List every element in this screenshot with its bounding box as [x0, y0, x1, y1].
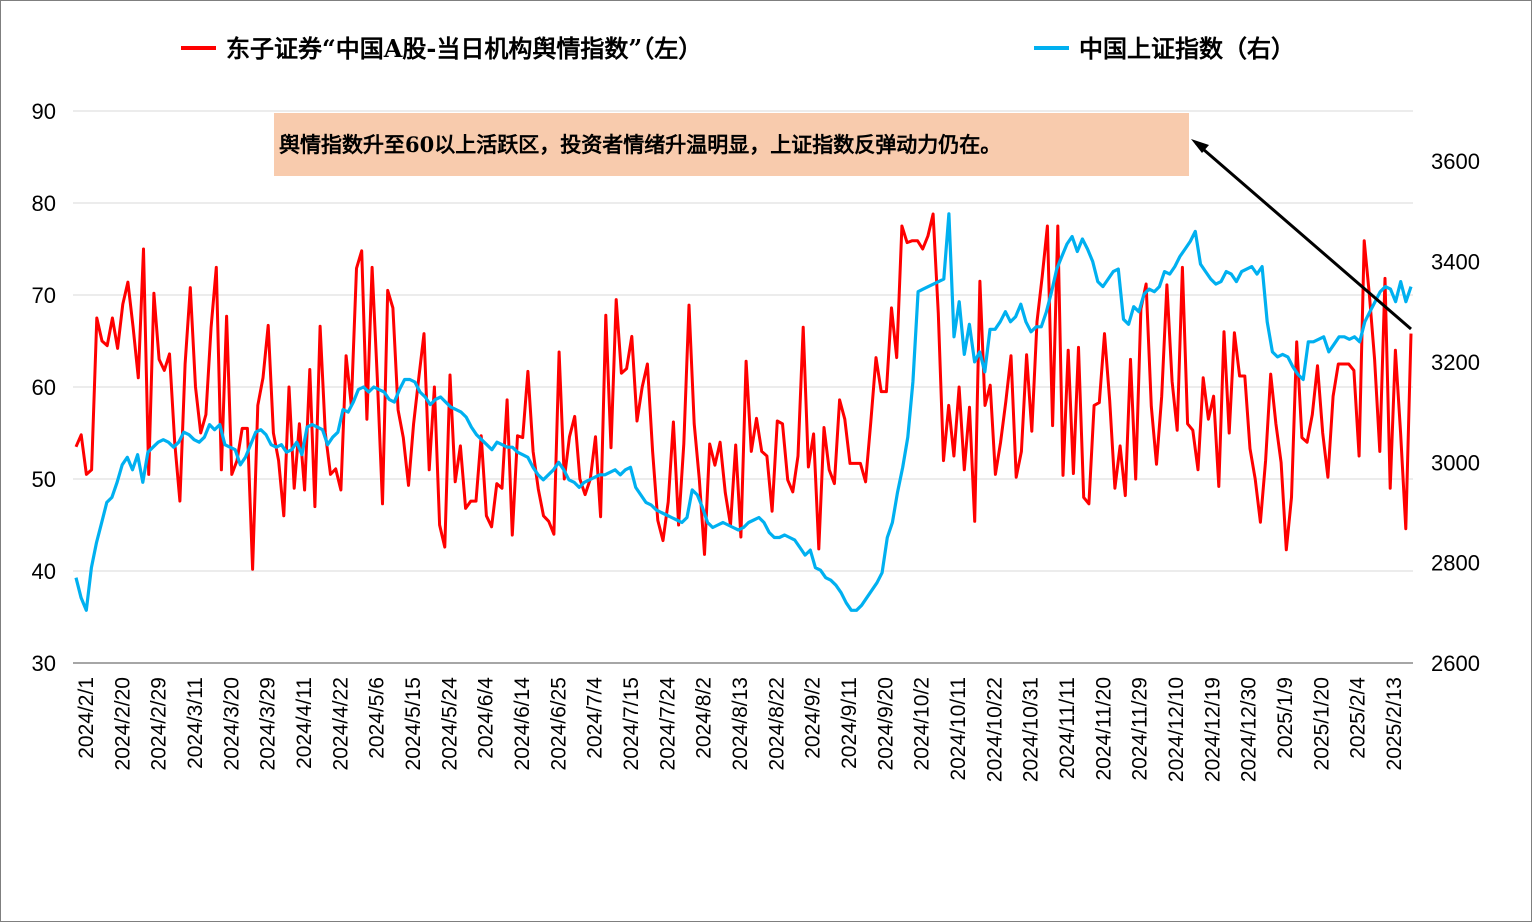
x-tick-label: 2024/6/4	[475, 677, 498, 759]
x-tick-label: 2024/10/2	[911, 677, 934, 770]
right-y-tick-label: 3400	[1431, 250, 1480, 275]
x-tick-label: 2024/5/15	[402, 677, 425, 770]
gridlines	[73, 110, 1413, 664]
x-tick-label: 2024/10/31	[1020, 677, 1043, 782]
x-tick-label: 2024/7/24	[656, 677, 679, 771]
x-tick-label: 2024/3/11	[184, 677, 207, 769]
right-y-tick-label: 2600	[1431, 651, 1480, 676]
x-tick-label: 2024/2/29	[148, 677, 171, 770]
x-tick-label: 2024/8/2	[693, 677, 716, 759]
x-tick-label: 2024/11/20	[1092, 677, 1115, 781]
x-tick-label: 2024/5/24	[438, 677, 461, 771]
left-y-tick-label: 70	[32, 283, 56, 308]
right-y-axis: 2600 2800 3000 3200 3400 3600	[1431, 149, 1480, 676]
annotation-box	[274, 113, 1189, 176]
x-tick-label: 2024/3/20	[220, 677, 243, 770]
x-tick-label: 2024/7/15	[620, 677, 643, 770]
left-y-axis: 30 40 50 60 70 80 90	[32, 99, 56, 676]
annotation-arrow-head	[1191, 139, 1209, 153]
right-y-tick-label: 2800	[1431, 551, 1480, 576]
x-tick-label: 2024/12/30	[1238, 677, 1261, 782]
x-tick-label: 2024/6/25	[547, 677, 570, 770]
x-tick-label: 2024/4/11	[293, 677, 316, 769]
series-group	[74, 212, 1413, 612]
x-tick-label: 2024/10/22	[983, 677, 1006, 782]
legend-label-sentiment: 东子证券“中国A股-当日机构舆情指数”（左）	[226, 34, 702, 63]
annotation-arrow-line	[1195, 141, 1412, 331]
x-tick-label: 2024/11/29	[1129, 677, 1152, 781]
left-y-tick-label: 80	[32, 191, 56, 216]
x-tick-label: 2024/9/20	[874, 677, 897, 770]
x-tick-label: 2025/1/20	[1310, 677, 1333, 770]
x-tick-label: 2024/7/4	[584, 677, 607, 759]
x-tick-label: 2024/10/11	[947, 677, 970, 781]
right-y-tick-label: 3600	[1431, 149, 1480, 174]
left-y-tick-label: 30	[32, 651, 56, 676]
x-tick-label: 2024/9/11	[838, 677, 861, 769]
annotation: 舆情指数升至60以上活跃区，投资者情绪升温明显，上证指数反弹动力仍在。	[274, 113, 1412, 331]
series-line-shanghai	[74, 212, 1413, 612]
x-axis: 2024/2/1 2024/2/20 2024/2/29 2024/3/11 2024/…	[75, 677, 1406, 782]
x-tick-label: 2025/2/13	[1383, 677, 1406, 770]
series-line-sentiment	[74, 212, 1413, 571]
legend: 东子证券“中国A股-当日机构舆情指数”（左） 中国上证指数（右）	[181, 34, 1295, 63]
x-tick-label: 2024/4/22	[329, 677, 352, 770]
right-y-tick-label: 3200	[1431, 350, 1480, 375]
x-tick-label: 2024/2/20	[111, 677, 134, 770]
x-tick-label: 2025/1/9	[1274, 677, 1297, 759]
left-y-tick-label: 60	[32, 375, 56, 400]
x-tick-label: 2024/12/10	[1165, 677, 1188, 782]
x-tick-label: 2024/5/6	[366, 677, 389, 759]
x-tick-label: 2024/8/22	[765, 677, 788, 770]
x-tick-label: 2024/11/11	[1056, 677, 1079, 779]
x-tick-label: 2025/2/4	[1347, 677, 1370, 759]
x-tick-label: 2024/2/1	[75, 677, 98, 759]
left-y-tick-label: 40	[32, 559, 56, 584]
right-y-tick-label: 3000	[1431, 450, 1480, 475]
x-tick-label: 2024/3/29	[257, 677, 280, 770]
x-tick-label: 2024/12/19	[1201, 677, 1224, 782]
annotation-text: 舆情指数升至60以上活跃区，投资者情绪升温明显，上证指数反弹动力仍在。	[279, 132, 1001, 157]
legend-label-shanghai: 中国上证指数（右）	[1079, 34, 1295, 63]
left-y-tick-label: 90	[32, 99, 56, 124]
x-tick-label: 2024/8/13	[729, 677, 752, 770]
x-tick-label: 2024/6/14	[511, 677, 534, 771]
x-tick-label: 2024/9/2	[802, 677, 825, 759]
left-y-tick-label: 50	[32, 467, 56, 492]
